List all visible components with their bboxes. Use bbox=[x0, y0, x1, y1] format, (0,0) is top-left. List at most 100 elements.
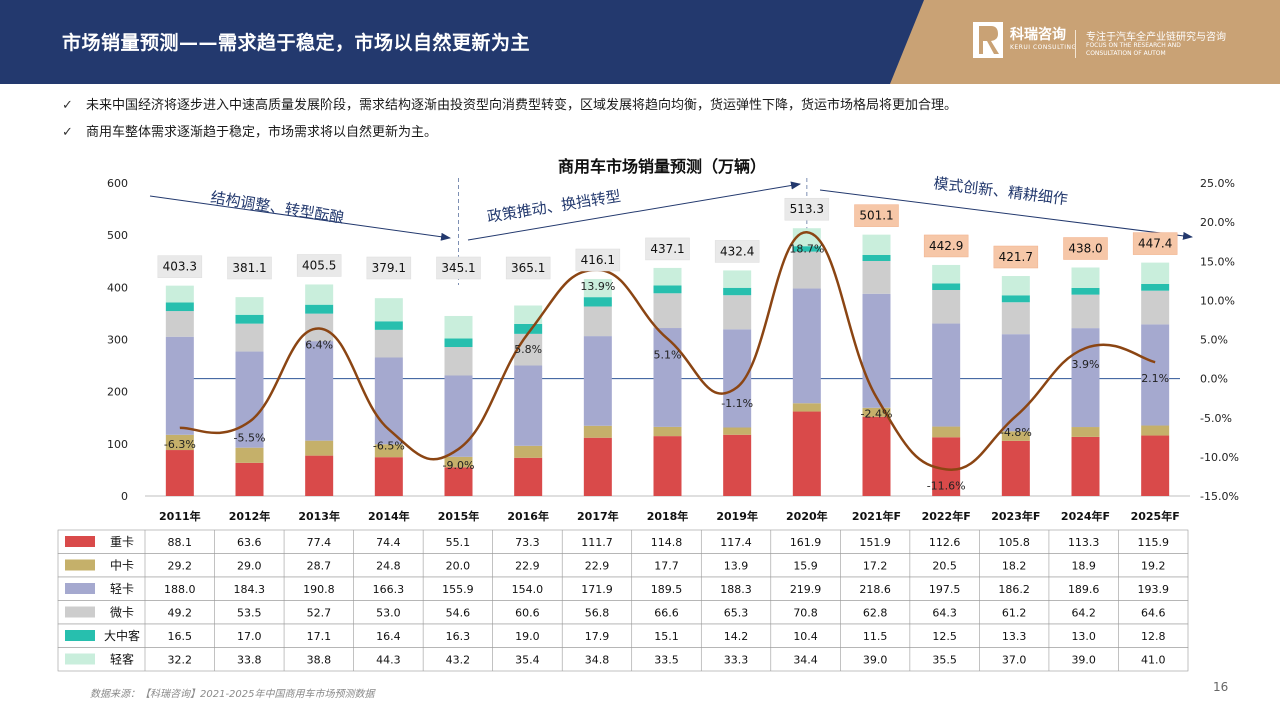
legend-label: 大中客 bbox=[104, 628, 140, 643]
table-cell: 17.9 bbox=[585, 630, 610, 643]
bar-segment bbox=[653, 328, 682, 427]
y2-tick-label: -15.0% bbox=[1200, 490, 1239, 503]
table-cell: 114.8 bbox=[651, 536, 683, 549]
bar-segment bbox=[792, 411, 821, 496]
x-tick-label: 2017年 bbox=[577, 509, 619, 523]
bar-segment bbox=[723, 287, 752, 296]
check-icon: ✓ bbox=[62, 125, 73, 140]
total-label: 403.3 bbox=[163, 260, 197, 274]
logo-divider bbox=[1075, 30, 1076, 58]
bar-segment bbox=[305, 304, 334, 314]
bar-segment bbox=[1001, 295, 1030, 303]
y2-tick-label: 25.0% bbox=[1200, 177, 1235, 190]
bar-segment bbox=[444, 456, 473, 468]
table-cell: 52.7 bbox=[307, 607, 332, 620]
y-tick-label: 200 bbox=[107, 386, 128, 399]
table-cell: 38.8 bbox=[307, 654, 332, 667]
bar-segment bbox=[792, 228, 821, 247]
table-cell: 32.2 bbox=[168, 654, 193, 667]
bar-segment bbox=[165, 311, 194, 337]
total-label: 345.1 bbox=[441, 261, 475, 275]
bar-segment bbox=[1071, 427, 1100, 437]
table-cell: 105.8 bbox=[998, 536, 1030, 549]
table-cell: 88.1 bbox=[168, 536, 193, 549]
bar-segment bbox=[374, 357, 403, 445]
table-cell: 188.3 bbox=[720, 583, 752, 596]
kr-logo-icon bbox=[973, 22, 1003, 58]
table-cell: 55.1 bbox=[446, 536, 471, 549]
page-number: 16 bbox=[1213, 680, 1229, 694]
growth-label: 6.4% bbox=[305, 339, 333, 352]
bar-segment bbox=[792, 288, 821, 404]
total-label-box bbox=[854, 204, 899, 227]
total-label-box bbox=[505, 256, 551, 280]
y-tick-label: 400 bbox=[107, 281, 128, 294]
table-cell: 64.6 bbox=[1141, 607, 1166, 620]
chart-title: 商用车市场销量预测（万辆） bbox=[558, 157, 766, 176]
bar-segment bbox=[1001, 276, 1030, 296]
table-cell: 12.5 bbox=[932, 630, 957, 643]
table-cell: 73.3 bbox=[515, 536, 540, 549]
x-tick-label: 2012年 bbox=[229, 509, 271, 523]
table-cell: 77.4 bbox=[307, 536, 332, 549]
table-cell: 64.3 bbox=[932, 607, 957, 620]
bar-segment bbox=[165, 336, 194, 435]
table-cell: 13.9 bbox=[724, 560, 749, 573]
table-cell: 53.0 bbox=[376, 607, 401, 620]
table-cell: 39.0 bbox=[1071, 654, 1096, 667]
bar-segment bbox=[862, 254, 891, 261]
y2-tick-label: 15.0% bbox=[1200, 255, 1235, 268]
bar-segment bbox=[374, 329, 403, 358]
bar-segment bbox=[514, 445, 543, 458]
growth-label: 2.1% bbox=[1141, 372, 1169, 385]
bar-segment bbox=[165, 285, 194, 303]
table-cell: 151.9 bbox=[859, 536, 891, 549]
growth-label: 5.1% bbox=[654, 349, 682, 362]
table-cell: 33.3 bbox=[724, 654, 749, 667]
total-label-box bbox=[993, 245, 1039, 269]
table-cell: 13.0 bbox=[1071, 630, 1096, 643]
bar-segment bbox=[305, 284, 334, 305]
table-cell: 61.2 bbox=[1002, 607, 1027, 620]
bar-segment bbox=[932, 264, 961, 284]
table-cell: 186.2 bbox=[998, 583, 1030, 596]
growth-label: -4.8% bbox=[1000, 426, 1032, 439]
table-cell: 29.0 bbox=[237, 560, 262, 573]
legend-swatch bbox=[65, 630, 95, 641]
bar-segment bbox=[235, 297, 264, 315]
bar-segment bbox=[653, 293, 682, 329]
legend-label: 重卡 bbox=[110, 535, 134, 549]
table-cell: 24.8 bbox=[376, 560, 401, 573]
bar-segment bbox=[165, 450, 194, 496]
bullet-list: ✓ 未来中国经济将逐步进入中速高质量发展阶段，需求结构逐渐由投资型向消费型转变，… bbox=[62, 96, 957, 150]
phase-arrow bbox=[149, 195, 451, 241]
bar-segment bbox=[374, 457, 403, 496]
bar-segment bbox=[1001, 302, 1030, 335]
bar-segment bbox=[1001, 440, 1030, 496]
table-cell: 20.0 bbox=[446, 560, 471, 573]
legend-swatch bbox=[65, 583, 95, 594]
bar-segment bbox=[723, 295, 752, 330]
table-cell: 66.6 bbox=[654, 607, 679, 620]
bar-segment bbox=[862, 234, 891, 255]
table-cell: 10.4 bbox=[793, 630, 818, 643]
bar-segment bbox=[514, 323, 543, 334]
total-label: 432.4 bbox=[720, 244, 754, 258]
header-brand-panel bbox=[890, 0, 1280, 84]
table-cell: 13.3 bbox=[1002, 630, 1027, 643]
x-tick-label: 2019年 bbox=[716, 509, 758, 523]
bar-segment bbox=[1071, 294, 1100, 329]
table-cell: 111.7 bbox=[581, 536, 613, 549]
total-label: 416.1 bbox=[581, 253, 615, 267]
x-tick-label: 2011年 bbox=[159, 509, 201, 523]
bar-segment bbox=[165, 302, 194, 312]
bar-segment bbox=[1141, 324, 1170, 426]
table-cell: 49.2 bbox=[168, 607, 193, 620]
table-cell: 12.8 bbox=[1141, 630, 1166, 643]
bar-segment bbox=[374, 444, 403, 458]
table-cell: 53.5 bbox=[237, 607, 262, 620]
y2-tick-label: 0.0% bbox=[1200, 373, 1228, 386]
legend-swatch bbox=[65, 606, 95, 618]
growth-label: -2.4% bbox=[861, 407, 893, 420]
total-label-box bbox=[366, 256, 412, 280]
